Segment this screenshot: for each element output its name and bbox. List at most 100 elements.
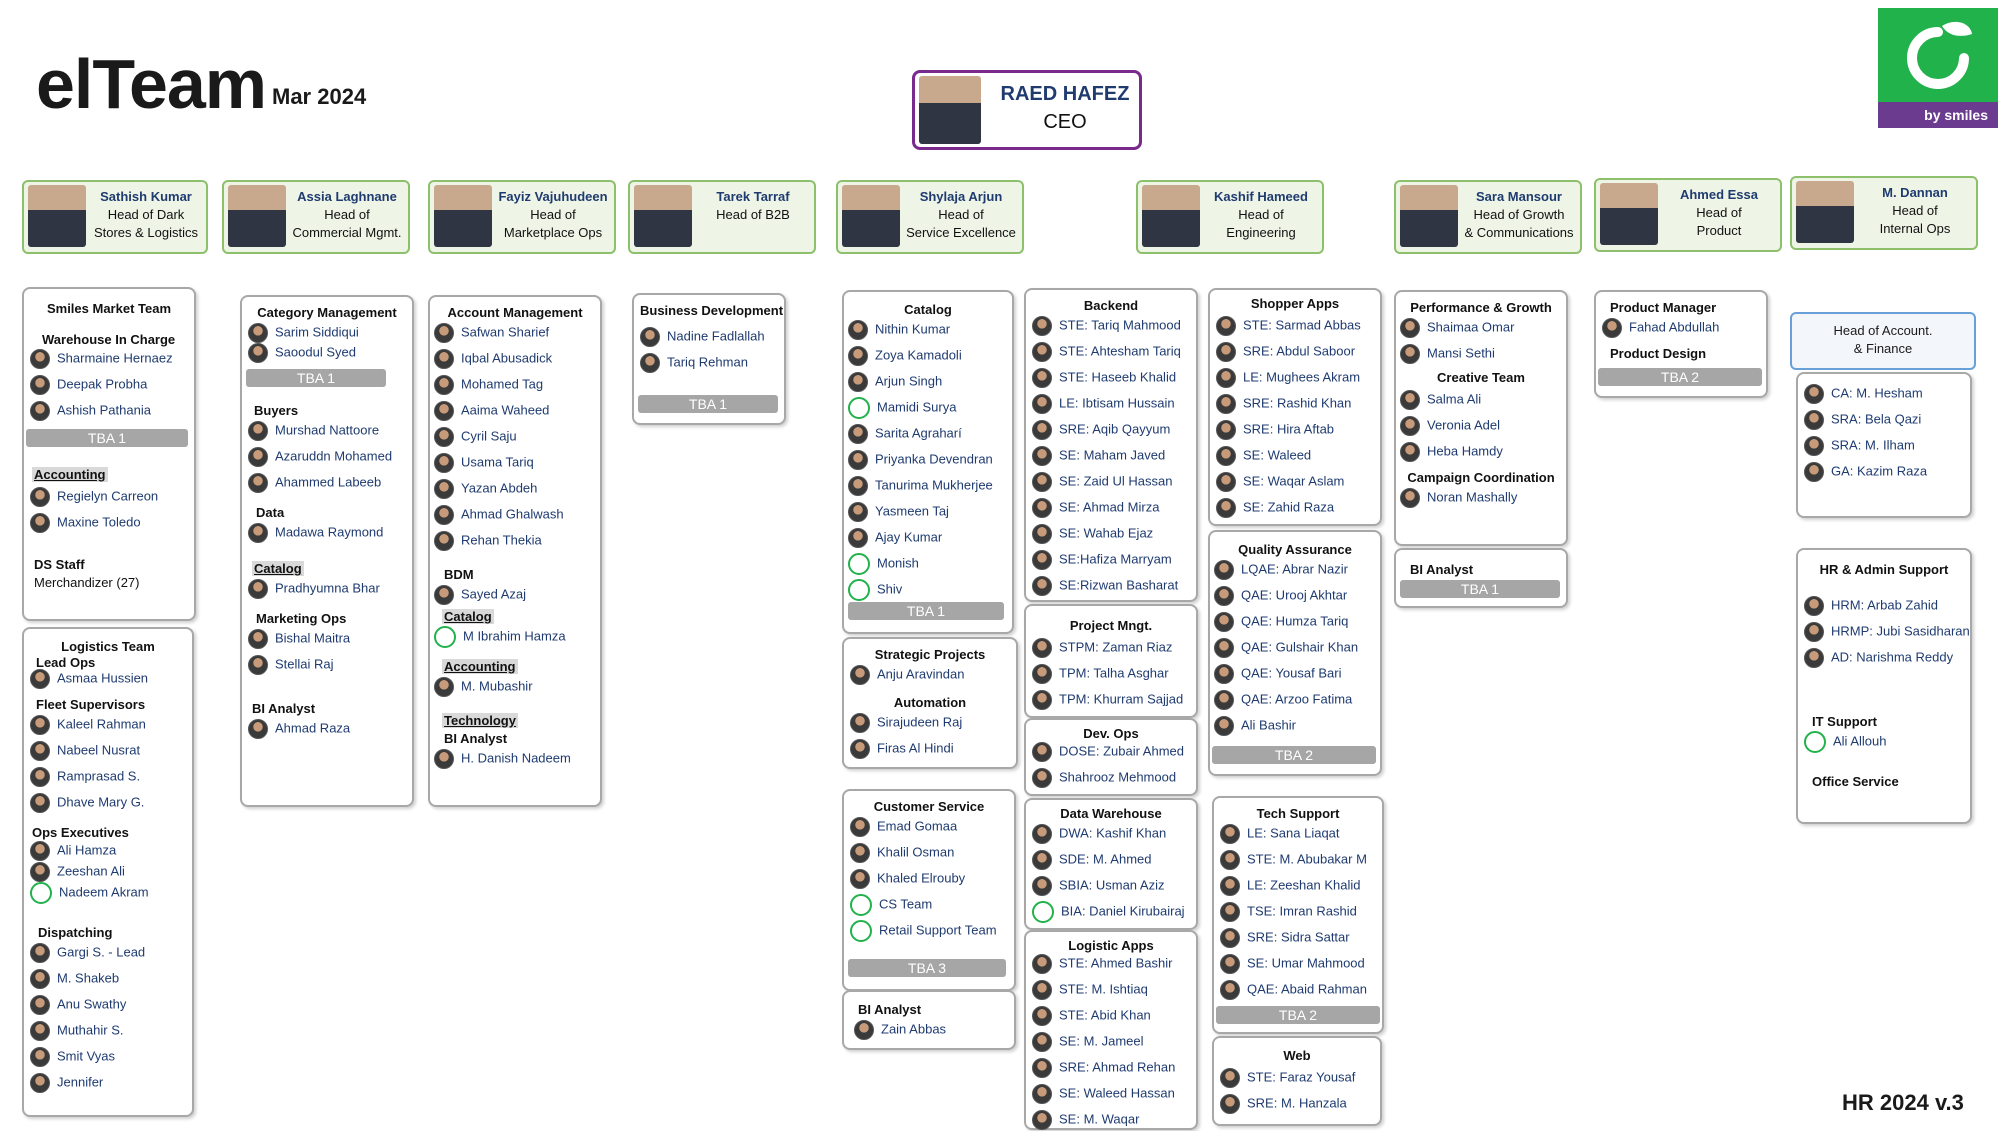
member-row[interactable]: Emad Gomaa: [850, 815, 957, 837]
member-row[interactable]: M Ibrahim Hamza: [434, 625, 566, 648]
member-row[interactable]: SRE: Ahmad Rehan: [1032, 1056, 1175, 1078]
member-row[interactable]: Murshad Nattoore: [248, 419, 379, 441]
member-row[interactable]: Arjun Singh: [848, 370, 942, 392]
member-row[interactable]: SE: Umar Mahmood: [1220, 952, 1365, 974]
member-row[interactable]: Sharmaine Hernaez: [30, 347, 173, 369]
member-row[interactable]: Mansi Sethi: [1400, 342, 1495, 364]
member-row[interactable]: Yasmeen Taj: [848, 500, 949, 522]
member-row[interactable]: STE: M. Ishtiaq: [1032, 978, 1148, 1000]
member-row[interactable]: M. Shakeb: [30, 967, 119, 989]
head-account-finance-card[interactable]: Head of Account. & Finance: [1790, 312, 1976, 370]
member-row[interactable]: Safwan Sharief: [434, 321, 549, 343]
member-row[interactable]: CA: M. Hesham: [1804, 382, 1923, 404]
head-card-sathish-kumar[interactable]: Sathish Kumar Head of Dark Stores & Logist…: [22, 180, 208, 254]
member-row[interactable]: Rehan Thekia: [434, 529, 542, 551]
member-row[interactable]: STE: Haseeb Khalid: [1032, 366, 1176, 388]
member-row[interactable]: Jennifer: [30, 1071, 103, 1093]
member-row[interactable]: STE: Ahtesham Tariq: [1032, 340, 1181, 362]
member-row[interactable]: Veronia Adel: [1400, 414, 1500, 436]
member-row[interactable]: Nadeem Akram: [30, 881, 149, 904]
member-row[interactable]: Ahmad Raza: [248, 717, 350, 739]
member-row[interactable]: Ahammed Labeeb: [248, 471, 381, 493]
member-row[interactable]: Shahrooz Mehmood: [1032, 766, 1176, 788]
member-row[interactable]: Tanurima Mukherjee: [848, 474, 993, 496]
member-row[interactable]: Priyanka Devendran: [848, 448, 993, 470]
member-row[interactable]: STE: Tariq Mahmood: [1032, 314, 1181, 336]
member-row[interactable]: SE: M. Jameel: [1032, 1030, 1144, 1052]
member-row[interactable]: SE:Rizwan Basharat: [1032, 574, 1178, 596]
member-row[interactable]: CS Team: [850, 893, 932, 916]
member-row[interactable]: QAE: Yousaf Bari: [1214, 662, 1341, 684]
member-row[interactable]: SE: Waqar Aslam: [1216, 470, 1344, 492]
member-row[interactable]: SE: Zahid Raza: [1216, 496, 1334, 518]
member-row[interactable]: Tariq Rehman: [640, 351, 748, 373]
member-row[interactable]: Anju Aravindan: [850, 663, 964, 685]
member-row[interactable]: QAE: Gulshair Khan: [1214, 636, 1358, 658]
member-row[interactable]: Yazan Abdeh: [434, 477, 537, 499]
member-row[interactable]: SE: Waleed: [1216, 444, 1311, 466]
member-row[interactable]: Ali Bashir: [1214, 714, 1296, 736]
member-row[interactable]: HRMP: Jubi Sasidharan: [1804, 620, 1970, 642]
member-row[interactable]: Monish: [848, 552, 919, 575]
member-row[interactable]: AD: Narishma Reddy: [1804, 646, 1953, 668]
member-row[interactable]: SRA: Bela Qazi: [1804, 408, 1921, 430]
member-row[interactable]: Smit Vyas: [30, 1045, 115, 1067]
member-row[interactable]: STPM: Zaman Riaz: [1032, 636, 1172, 658]
member-row[interactable]: TPM: Talha Asghar: [1032, 662, 1169, 684]
member-row[interactable]: Ali Hamza: [30, 839, 116, 861]
member-row[interactable]: Ali Allouh: [1804, 730, 1886, 753]
member-row[interactable]: Fahad Abdullah: [1602, 316, 1719, 338]
member-row[interactable]: SE: M. Waqar: [1032, 1108, 1139, 1130]
member-row[interactable]: Muthahir S.: [30, 1019, 123, 1041]
member-row[interactable]: SRE: Sidra Sattar: [1220, 926, 1350, 948]
head-card-assia-laghnane[interactable]: Assia Laghnane Head of Commercial Mgmt.: [222, 180, 410, 254]
member-row[interactable]: Heba Hamdy: [1400, 440, 1503, 462]
member-row[interactable]: DOSE: Zubair Ahmed: [1032, 740, 1184, 762]
member-row[interactable]: Deepak Probha: [30, 373, 147, 395]
member-row[interactable]: LE: Mughees Akram: [1216, 366, 1360, 388]
member-row[interactable]: QAE: Urooj Akhtar: [1214, 584, 1347, 606]
member-row[interactable]: Anu Swathy: [30, 993, 126, 1015]
head-card-shylaja-arjun[interactable]: Shylaja Arjun Head of Service Excellence: [836, 180, 1024, 254]
member-row[interactable]: Zain Abbas: [854, 1018, 946, 1040]
member-row[interactable]: SDE: M. Ahmed: [1032, 848, 1151, 870]
member-row[interactable]: STE: Faraz Yousaf: [1220, 1066, 1355, 1088]
member-row[interactable]: SRE: Abdul Saboor: [1216, 340, 1355, 362]
head-card-tarek-tarraf[interactable]: Tarek Tarraf Head of B2B: [628, 180, 816, 254]
member-row[interactable]: Maxine Toledo: [30, 511, 141, 533]
member-row[interactable]: QAE: Humza Tariq: [1214, 610, 1348, 632]
member-row[interactable]: H. Danish Nadeem: [434, 747, 571, 769]
member-row[interactable]: Ramprasad S.: [30, 765, 140, 787]
member-row[interactable]: SRA: M. Ilham: [1804, 434, 1915, 456]
member-row[interactable]: Sirajudeen Raj: [850, 711, 962, 733]
member-row[interactable]: Mohamed Tag: [434, 373, 543, 395]
member-row[interactable]: Iqbal Abusadick: [434, 347, 552, 369]
member-row[interactable]: Sayed Azaj: [434, 583, 526, 605]
member-row[interactable]: TPM: Khurram Sajjad: [1032, 688, 1183, 710]
member-row[interactable]: SRE: Aqib Qayyum: [1032, 418, 1170, 440]
member-row[interactable]: Noran Mashally: [1400, 486, 1517, 508]
member-row[interactable]: STE: Ahmed Bashir: [1032, 952, 1172, 974]
member-row[interactable]: Ashish Pathania: [30, 399, 151, 421]
member-row[interactable]: SRE: Hira Aftab: [1216, 418, 1334, 440]
member-row[interactable]: M. Mubashir: [434, 675, 533, 697]
member-row[interactable]: HRM: Arbab Zahid: [1804, 594, 1938, 616]
member-row[interactable]: Bishal Maitra: [248, 627, 350, 649]
member-row[interactable]: SE: Maham Javed: [1032, 444, 1165, 466]
member-row[interactable]: Ahmad Ghalwash: [434, 503, 564, 525]
member-row[interactable]: QAE: Arzoo Fatima: [1214, 688, 1352, 710]
member-row[interactable]: Retail Support Team: [850, 919, 997, 942]
member-row[interactable]: Khaled Elrouby: [850, 867, 965, 889]
member-row[interactable]: SE: Zaid Ul Hassan: [1032, 470, 1172, 492]
member-row[interactable]: SE: Ahmad Mirza: [1032, 496, 1159, 518]
member-row[interactable]: STE: Sarmad Abbas: [1216, 314, 1361, 336]
member-row[interactable]: Azaruddn Mohamed: [248, 445, 392, 467]
head-card-m-dannan[interactable]: M. Dannan Head of Internal Ops: [1790, 176, 1978, 250]
member-row[interactable]: Usama Tariq: [434, 451, 534, 473]
member-row[interactable]: Sarita Agraharí: [848, 422, 962, 444]
member-row[interactable]: LE: Sana Liaqat: [1220, 822, 1340, 844]
member-row[interactable]: Zeeshan Ali: [30, 860, 125, 882]
member-row[interactable]: Shaimaa Omar: [1400, 316, 1514, 338]
member-row[interactable]: QAE: Abaid Rahman: [1220, 978, 1367, 1000]
member-row[interactable]: Stellai Raj: [248, 653, 334, 675]
